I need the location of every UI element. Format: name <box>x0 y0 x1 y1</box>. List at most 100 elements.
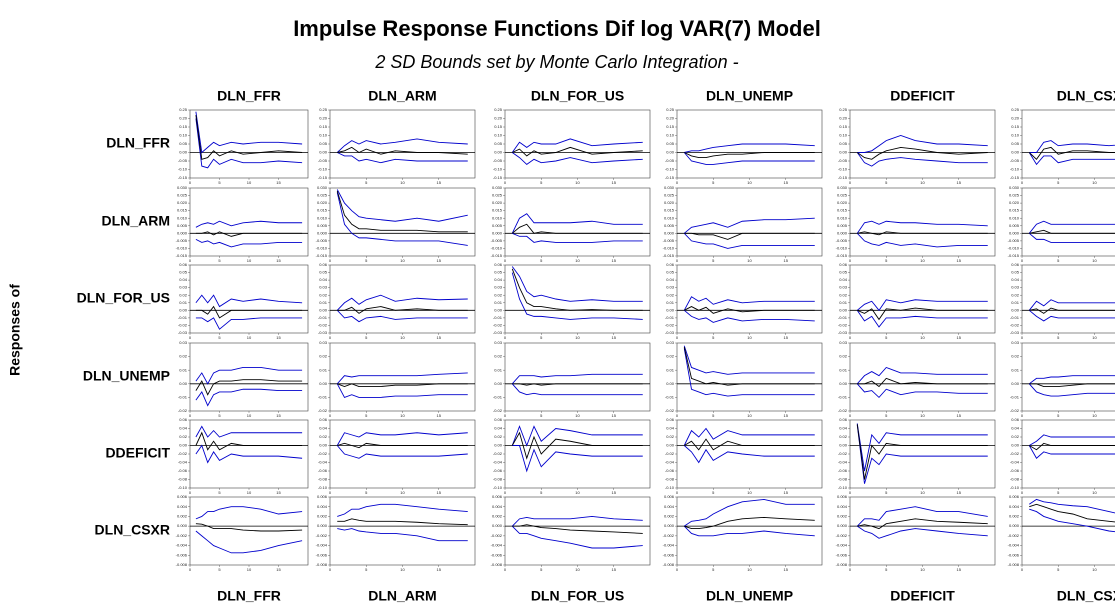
y-tick-label: -0.10 <box>178 167 188 172</box>
x-tick-label: 10 <box>920 413 925 418</box>
bound-line <box>337 528 468 542</box>
y-tick-label: 0.03 <box>319 285 328 290</box>
x-tick-label: 15 <box>957 335 962 340</box>
x-tick-label: 0 <box>504 258 507 263</box>
response-line <box>857 231 988 236</box>
y-tick-label: 0.25 <box>494 107 503 112</box>
x-tick-label: 15 <box>612 180 617 185</box>
bound-line <box>856 423 988 472</box>
y-tick-label: -0.06 <box>493 468 503 473</box>
y-tick-label: 0.000 <box>837 523 848 528</box>
y-tick-label: -0.010 <box>491 246 503 251</box>
y-tick-label: 0.25 <box>839 107 848 112</box>
y-tick-label: 0.01 <box>1011 367 1020 372</box>
response-line <box>856 424 988 480</box>
row-label: DLN_FFR <box>106 135 170 151</box>
response-line <box>1029 503 1115 523</box>
response-line <box>512 524 643 534</box>
bound-line <box>195 238 303 248</box>
y-tick-label: -0.01 <box>493 394 503 399</box>
x-tick-label: 15 <box>957 567 962 572</box>
response-line <box>336 190 468 233</box>
response-line <box>195 305 303 319</box>
response-line <box>856 146 988 160</box>
y-tick-label: -0.04 <box>178 460 188 465</box>
x-tick-label: 0 <box>504 567 507 572</box>
x-tick-label: 5 <box>1057 335 1060 340</box>
y-tick-label: 0.000 <box>317 523 328 528</box>
y-tick-label: -0.02 <box>665 323 675 328</box>
y-tick-label: 0.005 <box>837 223 848 228</box>
y-tick-label: -0.010 <box>176 246 188 251</box>
y-tick-label: 0.000 <box>664 523 675 528</box>
y-tick-label: 0.01 <box>839 367 848 372</box>
y-tick-label: 0.00 <box>319 307 328 312</box>
y-tick-label: 0.005 <box>317 223 328 228</box>
y-tick-label: 0.01 <box>1011 300 1020 305</box>
x-tick-label: 5 <box>1057 567 1060 572</box>
x-tick-label: 10 <box>400 490 405 495</box>
x-tick-label: 10 <box>920 335 925 340</box>
y-tick-label: -0.03 <box>838 330 848 335</box>
y-tick-label: -0.06 <box>1010 468 1020 473</box>
x-tick-label: 15 <box>957 413 962 418</box>
y-tick-label: 0.030 <box>1009 185 1020 190</box>
x-tick-label: 5 <box>540 490 543 495</box>
bound-line <box>511 525 643 549</box>
y-tick-label: 0.03 <box>666 285 675 290</box>
y-tick-label: 0.006 <box>177 494 188 499</box>
bound-line <box>336 445 468 459</box>
bound-line <box>336 192 468 246</box>
y-tick-label: 0.01 <box>179 367 188 372</box>
x-tick-label: 5 <box>885 413 888 418</box>
y-tick-label: 0.000 <box>317 230 328 235</box>
y-tick-label: -0.006 <box>491 552 503 557</box>
y-tick-label: -0.008 <box>176 562 188 567</box>
response-line <box>684 232 815 240</box>
y-tick-label: 0.05 <box>666 270 675 275</box>
y-tick-label: -0.002 <box>316 533 328 538</box>
y-tick-label: 0.006 <box>664 494 675 499</box>
y-tick-label: 0.00 <box>494 150 503 155</box>
bound-line <box>195 294 303 308</box>
y-tick-label: -0.015 <box>316 253 328 258</box>
x-tick-label: 5 <box>365 180 368 185</box>
x-tick-label: 15 <box>957 258 962 263</box>
response-line <box>337 383 468 388</box>
y-tick-label: 0.10 <box>494 133 503 138</box>
response-line <box>195 231 303 237</box>
x-tick-label: 10 <box>400 567 405 572</box>
x-tick-label: 0 <box>329 490 332 495</box>
response-line <box>1029 442 1115 451</box>
y-tick-label: 0.04 <box>319 277 328 282</box>
y-tick-label: 0.000 <box>1009 523 1020 528</box>
response-line <box>1029 229 1115 234</box>
y-tick-label: -0.01 <box>178 394 188 399</box>
y-tick-label: -0.15 <box>493 175 503 180</box>
y-tick-label: 0.004 <box>664 504 675 509</box>
x-tick-label: 15 <box>276 413 281 418</box>
y-tick-label: 0.05 <box>179 270 188 275</box>
y-tick-label: -0.03 <box>178 330 188 335</box>
y-tick-label: 0.04 <box>494 426 503 431</box>
y-axis-label: Responses of <box>7 284 23 376</box>
x-tick-label: 0 <box>189 567 192 572</box>
y-tick-label: 0.05 <box>179 141 188 146</box>
y-tick-label: 0.00 <box>179 150 188 155</box>
y-tick-label: -0.04 <box>1010 460 1020 465</box>
bound-line <box>1028 445 1115 459</box>
bound-line <box>511 425 643 447</box>
x-tick-label: 5 <box>365 490 368 495</box>
x-tick-label: 0 <box>189 258 192 263</box>
y-tick-label: 0.00 <box>319 443 328 448</box>
response-line <box>684 152 815 159</box>
x-tick-label: 15 <box>276 567 281 572</box>
x-tick-label: 10 <box>1092 567 1097 572</box>
x-tick-label: 10 <box>400 335 405 340</box>
y-tick-label: 0.025 <box>177 193 188 198</box>
bound-line <box>1029 508 1115 533</box>
y-tick-label: 0.02 <box>494 354 503 359</box>
y-tick-label: 0.000 <box>177 230 188 235</box>
y-tick-label: -0.06 <box>178 468 188 473</box>
